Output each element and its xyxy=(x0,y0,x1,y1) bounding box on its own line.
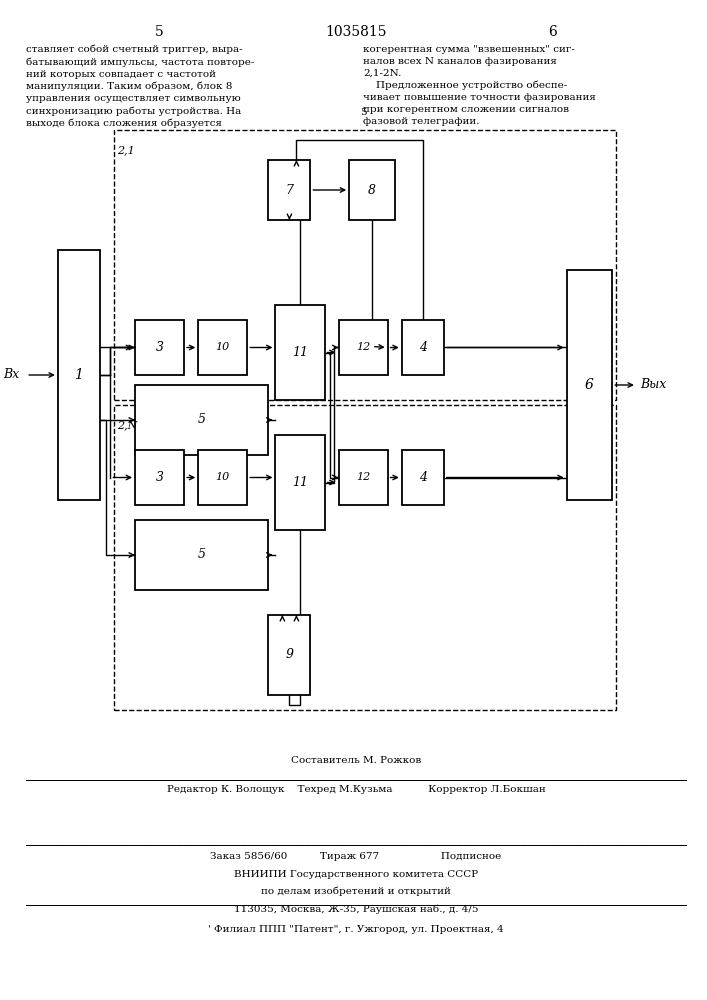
Bar xyxy=(198,320,247,375)
Text: 3: 3 xyxy=(156,341,163,354)
Text: 2,1: 2,1 xyxy=(117,145,135,155)
Text: 5: 5 xyxy=(156,25,164,39)
Text: 1035815: 1035815 xyxy=(325,25,387,39)
Bar xyxy=(339,320,387,375)
Bar xyxy=(114,130,616,400)
Text: 3: 3 xyxy=(156,471,163,484)
Text: когерентная сумма "взвешенных" сиг-
налов всех N каналов фазирования
2,1-2N.
   : когерентная сумма "взвешенных" сиг- нало… xyxy=(363,45,596,125)
Bar xyxy=(269,160,310,220)
Text: Составитель М. Рожков: Составитель М. Рожков xyxy=(291,756,421,765)
Text: 113035, Москва, Ж-35, Раушская наб., д. 4/5: 113035, Москва, Ж-35, Раушская наб., д. … xyxy=(234,904,479,914)
Bar xyxy=(339,450,387,505)
Text: Заказ 5856/60          Тираж 677                   Подписное: Заказ 5856/60 Тираж 677 Подписное xyxy=(211,852,502,861)
Text: 10: 10 xyxy=(216,342,230,352)
Bar xyxy=(135,450,184,505)
Text: 2,N: 2,N xyxy=(117,420,138,430)
Text: 8: 8 xyxy=(368,184,376,196)
Text: Вых: Вых xyxy=(641,378,667,391)
Text: 12: 12 xyxy=(356,473,370,483)
Text: по делам изобретений и открытий: по делам изобретений и открытий xyxy=(261,887,451,896)
Bar xyxy=(566,270,612,500)
Text: Вх: Вх xyxy=(3,368,19,381)
Text: 10: 10 xyxy=(216,473,230,483)
Text: Редактор К. Волощук    Техред М.Кузьма           Корректор Л.Бокшан: Редактор К. Волощук Техред М.Кузьма Корр… xyxy=(167,785,546,794)
Bar xyxy=(135,320,184,375)
Text: 4: 4 xyxy=(419,471,427,484)
Bar xyxy=(402,320,444,375)
Text: ВНИИПИ Государственного комитета СССР: ВНИИПИ Государственного комитета СССР xyxy=(234,870,478,879)
Text: 11: 11 xyxy=(292,346,308,359)
Text: 5: 5 xyxy=(360,108,366,117)
Bar xyxy=(135,385,269,455)
Text: 5: 5 xyxy=(198,413,206,426)
Bar xyxy=(58,250,100,500)
Text: 5: 5 xyxy=(198,548,206,562)
Text: ' Филиал ППП "Патент", г. Ужгород, ул. Проектная, 4: ' Филиал ППП "Патент", г. Ужгород, ул. П… xyxy=(209,925,504,934)
Bar xyxy=(349,160,395,220)
Text: 4: 4 xyxy=(419,341,427,354)
Text: 6: 6 xyxy=(585,378,594,392)
Bar xyxy=(135,520,269,590)
Bar xyxy=(275,305,325,400)
Text: 11: 11 xyxy=(292,476,308,489)
Bar xyxy=(198,450,247,505)
Bar xyxy=(402,450,444,505)
Text: 12: 12 xyxy=(356,342,370,352)
Bar xyxy=(114,405,616,710)
Bar xyxy=(269,615,310,695)
Text: 7: 7 xyxy=(286,184,293,196)
Text: 9: 9 xyxy=(286,648,293,662)
Text: 6: 6 xyxy=(548,25,557,39)
Text: ставляет собой счетный триггер, выра-
батывающий импульсы, частота повторе-
ний : ставляет собой счетный триггер, выра- ба… xyxy=(26,45,255,128)
Text: 1: 1 xyxy=(74,368,83,382)
Bar xyxy=(275,435,325,530)
